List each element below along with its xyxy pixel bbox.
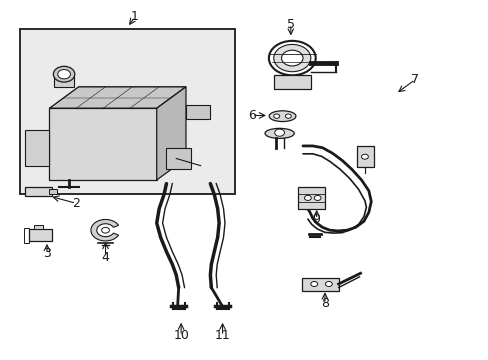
Circle shape (58, 69, 70, 79)
Bar (25, 130, 49, 166)
Ellipse shape (264, 129, 294, 138)
Text: 8: 8 (320, 297, 328, 310)
Text: 4: 4 (102, 251, 109, 264)
Text: 11: 11 (214, 329, 230, 342)
Circle shape (304, 195, 311, 201)
Bar (356, 146, 373, 167)
Circle shape (53, 66, 75, 82)
Circle shape (273, 44, 310, 72)
Circle shape (274, 129, 284, 136)
Polygon shape (49, 87, 185, 108)
Text: 7: 7 (410, 73, 418, 86)
Text: 3: 3 (43, 247, 51, 260)
Text: 1: 1 (131, 10, 139, 23)
Bar (24, 228, 29, 243)
Bar (49, 189, 57, 194)
Bar (54, 76, 74, 87)
Circle shape (314, 195, 321, 201)
Ellipse shape (268, 111, 295, 122)
Circle shape (268, 41, 315, 75)
Bar (20, 30, 234, 194)
Bar (166, 148, 190, 169)
Text: 6: 6 (247, 109, 255, 122)
Circle shape (281, 50, 303, 66)
Bar (34, 225, 42, 229)
Bar (185, 105, 210, 119)
Text: 10: 10 (173, 329, 189, 342)
Bar (49, 108, 157, 180)
Text: 9: 9 (312, 213, 320, 226)
Circle shape (361, 154, 367, 159)
Polygon shape (91, 220, 118, 241)
Bar (25, 187, 52, 196)
Text: 5: 5 (286, 18, 294, 31)
Text: 2: 2 (72, 197, 80, 210)
Circle shape (102, 227, 109, 233)
Circle shape (273, 114, 279, 118)
Bar (29, 229, 52, 241)
Bar (273, 75, 310, 89)
Circle shape (285, 114, 291, 118)
Polygon shape (157, 87, 185, 180)
Bar (302, 278, 338, 291)
Bar (298, 187, 325, 209)
Circle shape (325, 282, 331, 287)
Circle shape (310, 282, 317, 287)
